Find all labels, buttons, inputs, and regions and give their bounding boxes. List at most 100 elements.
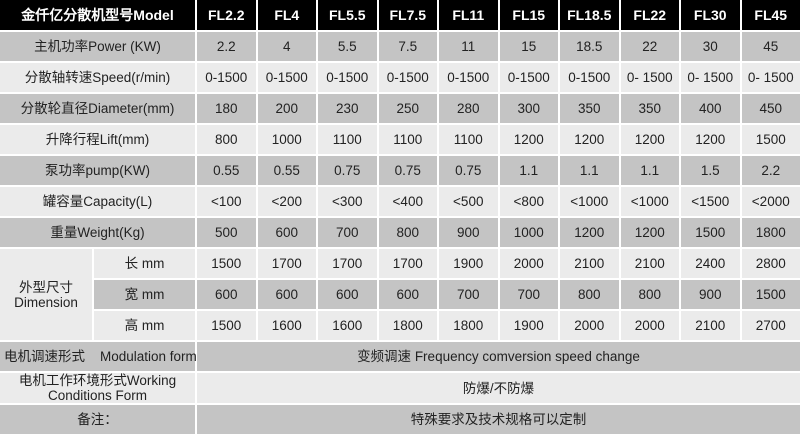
table-row: 重量Weight(Kg) 500 600 700 800 900 1000 1200 1200 1… — [0, 218, 800, 247]
cell-value: 0- 1500 — [620, 63, 680, 92]
dimension-label-cn: 外型尺寸 — [19, 279, 73, 295]
cell-value: <1000 — [560, 187, 619, 216]
table-row: 分散轴转速Speed(r/min) 0-1500 0-1500 0-1500 0-150… — [0, 63, 800, 92]
cell-value: 0-1500 — [439, 63, 498, 92]
cell-value: 1.5 — [681, 156, 740, 185]
cell-value: 900 — [681, 280, 740, 309]
cell-value: 15 — [499, 32, 559, 61]
cell-value: 1200 — [620, 125, 680, 154]
cell-value: 1100 — [318, 125, 377, 154]
cell-value: <1500 — [681, 187, 740, 216]
cell-value: 1000 — [257, 125, 317, 154]
cell-value: 1500 — [197, 311, 256, 340]
cell-value: <2000 — [741, 187, 800, 216]
cell-value: 1200 — [560, 125, 619, 154]
cell-value: 2100 — [560, 249, 619, 278]
cell-value: <100 — [197, 187, 256, 216]
cell-value: 1200 — [620, 218, 680, 247]
model-header: FL15 — [499, 0, 559, 30]
cell-value: 1600 — [257, 311, 317, 340]
table-row: 分散轮直径Diameter(mm) 180 200 230 250 280 300 350 35… — [0, 94, 800, 123]
cell-value: 800 — [560, 280, 619, 309]
cell-value: 1.1 — [560, 156, 619, 185]
cell-value: <800 — [499, 187, 559, 216]
cell-value: 1500 — [741, 280, 800, 309]
row-label: 分散轮直径Diameter(mm) — [0, 94, 196, 123]
footer-row: 电机调速形式 Modulation form 变频调速 Frequency com… — [0, 342, 800, 371]
dimension-row: 高 mm 1500 1600 1600 1800 1800 1900 2000 2000 2100… — [0, 311, 800, 340]
cell-value: 7.5 — [378, 32, 438, 61]
footer-label: 备注： — [0, 405, 196, 434]
table-row: 主机功率Power (KW) 2.2 4 5.5 7.5 11 15 18.5 22 30 45 — [0, 32, 800, 61]
footer-value: 防爆/不防爆 — [197, 373, 800, 403]
cell-value: 1800 — [741, 218, 800, 247]
cell-value: 0-1500 — [197, 63, 256, 92]
cell-value: 230 — [318, 94, 377, 123]
cell-value: 0- 1500 — [741, 63, 800, 92]
footer-row: 电机工作环境形式Working Conditions Form 防爆/不防爆 — [0, 373, 800, 403]
cell-value: 500 — [197, 218, 256, 247]
footer-row: 备注： 特殊要求及技术规格可以定制 — [0, 405, 800, 434]
cell-value: 2800 — [741, 249, 800, 278]
cell-value: 700 — [499, 280, 559, 309]
cell-value: 600 — [257, 218, 317, 247]
cell-value: 1600 — [318, 311, 377, 340]
cell-value: 800 — [378, 218, 438, 247]
model-header: FL11 — [439, 0, 498, 30]
cell-value: 600 — [257, 280, 317, 309]
cell-value: 0.75 — [378, 156, 438, 185]
cell-value: 600 — [318, 280, 377, 309]
footer-value: 变频调速 Frequency comversion speed change — [197, 342, 800, 371]
cell-value: 1800 — [439, 311, 498, 340]
model-header: FL22 — [620, 0, 680, 30]
footer-value: 特殊要求及技术规格可以定制 — [197, 405, 800, 434]
cell-value: 900 — [439, 218, 498, 247]
model-header: FL45 — [741, 0, 800, 30]
cell-value: 700 — [439, 280, 498, 309]
cell-value: 0-1500 — [378, 63, 438, 92]
table-row: 泵功率pump(KW) 0.55 0.55 0.75 0.75 0.75 1.1 1.1 1.1… — [0, 156, 800, 185]
model-header: FL4 — [257, 0, 317, 30]
cell-value: 300 — [499, 94, 559, 123]
row-label: 主机功率Power (KW) — [0, 32, 196, 61]
cell-value: 30 — [681, 32, 740, 61]
model-header: FL5.5 — [318, 0, 377, 30]
cell-value: 1200 — [560, 218, 619, 247]
cell-value: 1200 — [499, 125, 559, 154]
header-row: 金仟亿分散机型号Model FL2.2 FL4 FL5.5 FL7.5 FL11 FL15 F… — [0, 0, 800, 30]
cell-value: 2000 — [620, 311, 680, 340]
cell-value: <200 — [257, 187, 317, 216]
cell-value: 700 — [318, 218, 377, 247]
row-label: 泵功率pump(KW) — [0, 156, 196, 185]
cell-value: 0- 1500 — [681, 63, 740, 92]
cell-value: <400 — [378, 187, 438, 216]
cell-value: 0.55 — [197, 156, 256, 185]
dimension-sublabel: 高 mm — [94, 311, 196, 340]
cell-value: 1100 — [439, 125, 498, 154]
row-label: 罐容量Capacity(L) — [0, 187, 196, 216]
cell-value: 2.2 — [197, 32, 256, 61]
cell-value: <300 — [318, 187, 377, 216]
cell-value: <1000 — [620, 187, 680, 216]
row-label: 升降行程Lift(mm) — [0, 125, 196, 154]
cell-value: 5.5 — [318, 32, 377, 61]
dimension-label-en: Dimension — [14, 294, 78, 310]
cell-value: 0-1500 — [560, 63, 619, 92]
cell-value: 250 — [378, 94, 438, 123]
model-header: FL7.5 — [378, 0, 438, 30]
cell-value: 1700 — [378, 249, 438, 278]
model-header: FL2.2 — [197, 0, 256, 30]
cell-value: 800 — [620, 280, 680, 309]
cell-value: 600 — [378, 280, 438, 309]
cell-value: 400 — [681, 94, 740, 123]
cell-value: 600 — [197, 280, 256, 309]
row-label: 分散轴转速Speed(r/min) — [0, 63, 196, 92]
cell-value: 350 — [620, 94, 680, 123]
model-header-label: 金仟亿分散机型号Model — [0, 0, 196, 30]
cell-value: 1900 — [439, 249, 498, 278]
cell-value: 180 — [197, 94, 256, 123]
cell-value: 350 — [560, 94, 619, 123]
dimension-row: 外型尺寸 Dimension 长 mm 1500 1700 1700 1700 1900 200… — [0, 249, 800, 340]
cell-value: 800 — [197, 125, 256, 154]
